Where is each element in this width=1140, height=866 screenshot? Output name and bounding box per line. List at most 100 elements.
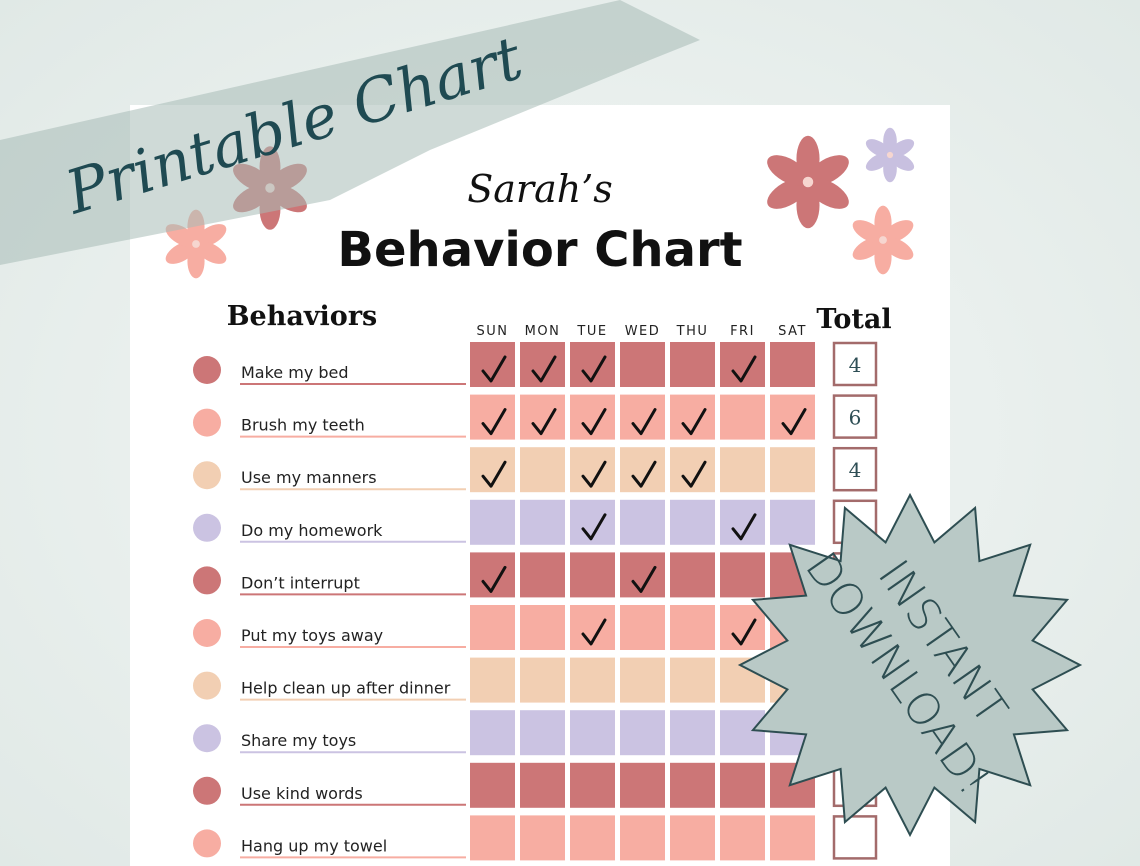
row-dot	[193, 408, 221, 437]
behavior-label: Use my manners	[241, 468, 377, 487]
check-mark	[531, 408, 557, 436]
check-mark	[581, 355, 607, 383]
check-mark	[781, 408, 807, 436]
day-label: THU	[676, 324, 709, 339]
behavior-label: Brush my teeth	[241, 416, 365, 435]
day-cell	[570, 657, 615, 703]
day-cell	[720, 394, 765, 440]
row-dot	[193, 356, 221, 384]
day-cell	[670, 552, 715, 598]
name: Sarah’s	[467, 167, 613, 211]
day-cell	[570, 762, 615, 808]
day-label: TUE	[576, 324, 607, 339]
check-mark	[581, 513, 607, 541]
day-cell	[720, 447, 765, 493]
badge: INSTANT DOWNLOAD!	[737, 492, 1083, 838]
behavior-label: Make my bed	[241, 363, 349, 382]
day-label: SUN	[477, 324, 509, 339]
check-mark	[731, 355, 757, 383]
day-cell	[770, 342, 815, 387]
day-cell	[520, 552, 565, 598]
day-cell	[770, 447, 815, 493]
check-mark	[581, 460, 607, 488]
row-dot	[193, 461, 221, 490]
check-mark	[481, 460, 507, 488]
day-cell	[720, 710, 765, 756]
day-cell	[570, 815, 615, 861]
day-cell	[520, 762, 565, 808]
total-value: 4	[849, 458, 862, 482]
row-dot	[193, 566, 221, 595]
day-cell	[620, 762, 665, 808]
day-cell	[520, 605, 565, 650]
day-cell	[670, 762, 715, 808]
check-mark	[481, 408, 507, 436]
day-label: MON	[525, 324, 561, 339]
row-dot	[193, 513, 221, 542]
row-dot	[193, 776, 221, 805]
heading: Behavior Chart	[337, 222, 742, 278]
behavior-label: Do my homework	[241, 521, 383, 540]
day-label: FRI	[730, 324, 755, 339]
day-cell	[620, 342, 665, 387]
check-mark	[531, 355, 557, 383]
check-mark	[681, 408, 707, 436]
total-box	[832, 341, 878, 387]
day-cell	[620, 657, 665, 703]
day-label: WED	[625, 324, 661, 339]
check-mark	[481, 355, 507, 383]
day-cell	[520, 710, 565, 756]
behavior-label: Put my toys away	[241, 626, 383, 645]
row-dot	[193, 619, 221, 647]
day-cell	[620, 710, 665, 756]
day-cell	[470, 762, 515, 808]
day-cell	[770, 499, 815, 545]
brush-stroke	[0, 0, 700, 265]
badge-star	[737, 492, 1083, 838]
day-cell	[670, 815, 715, 861]
behavior-label: Use kind words	[241, 784, 363, 803]
day-cell	[570, 552, 615, 598]
check-mark	[631, 565, 657, 593]
total-value: 6	[849, 406, 862, 430]
day-cell	[470, 657, 515, 703]
day-cell	[620, 815, 665, 861]
day-cell	[570, 710, 615, 756]
total-box	[832, 815, 878, 860]
day-cell	[670, 710, 715, 756]
total-box	[832, 394, 878, 439]
behavior-label: Don’t interrupt	[241, 573, 360, 592]
day-cell	[470, 605, 515, 650]
check-mark	[681, 460, 707, 488]
day-cell	[470, 710, 515, 756]
day-cell	[670, 657, 715, 703]
check-mark	[581, 618, 607, 646]
behavior-label: Hang up my towel	[241, 836, 387, 855]
day-cell	[470, 499, 515, 545]
total-value: 4	[849, 353, 862, 377]
day-cell	[470, 815, 515, 861]
row-dot	[193, 671, 221, 700]
day-label: SAT	[778, 324, 807, 339]
day-cell	[720, 552, 765, 598]
behaviors-header: Behaviors	[227, 301, 378, 332]
check-mark	[731, 618, 757, 646]
day-cell	[620, 605, 665, 650]
check-mark	[481, 565, 507, 593]
check-mark	[731, 513, 757, 541]
day-cell	[520, 447, 565, 493]
row-dot	[193, 724, 221, 753]
day-cell	[520, 657, 565, 703]
check-mark	[631, 460, 657, 488]
behavior-label: Share my toys	[241, 731, 356, 750]
day-cell	[720, 815, 765, 861]
day-cell	[720, 762, 765, 808]
row-dot	[193, 829, 221, 858]
day-cell	[620, 499, 665, 545]
behavior-label: Help clean up after dinner	[241, 679, 451, 698]
total-box	[832, 446, 878, 492]
day-cell	[770, 815, 815, 861]
day-cell	[670, 499, 715, 545]
check-mark	[631, 408, 657, 436]
